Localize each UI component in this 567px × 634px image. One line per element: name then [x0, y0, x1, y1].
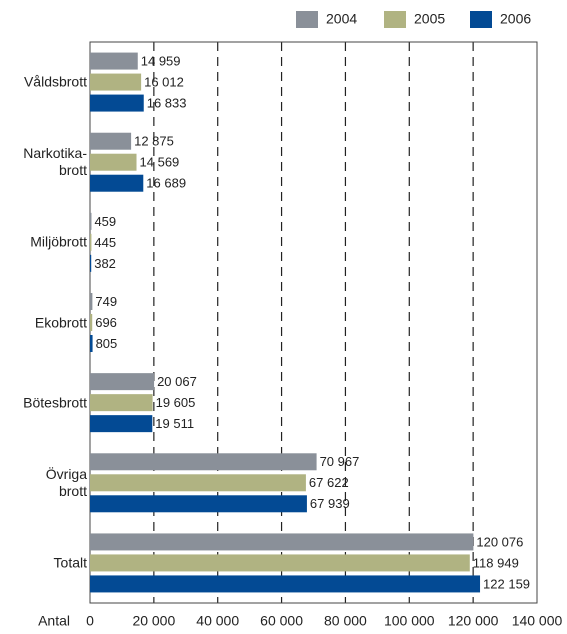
value-label: 122 159 — [483, 576, 530, 591]
y-tick-label: Bötesbrott — [23, 394, 87, 411]
bar — [90, 314, 93, 331]
bar — [90, 495, 307, 513]
y-tick-label: Narkotika- brott — [23, 145, 87, 179]
bar — [90, 575, 481, 593]
bar — [90, 474, 306, 492]
bar — [90, 153, 137, 171]
legend-label: 2005 — [414, 11, 445, 27]
value-label: 20 067 — [157, 374, 197, 389]
value-label: 14 959 — [141, 54, 181, 69]
x-tick-label: 120 000 — [448, 613, 499, 629]
value-label: 16 689 — [146, 176, 186, 191]
value-label: 19 605 — [156, 395, 196, 410]
x-tick-label: 40 000 — [196, 613, 239, 629]
bar — [90, 415, 153, 433]
value-label: 382 — [94, 256, 116, 271]
value-label: 805 — [96, 336, 118, 351]
value-label: 696 — [95, 315, 117, 330]
x-tick-label: 80 000 — [324, 613, 367, 629]
y-tick-label: Ekobrott — [34, 314, 87, 330]
x-tick-label: 140 000 — [512, 613, 563, 629]
legend-label: 2004 — [326, 11, 357, 27]
y-tick-label: Totalt — [53, 554, 87, 571]
bar — [90, 174, 144, 192]
value-label: 120 076 — [476, 534, 523, 549]
x-tick-label: 60 000 — [260, 613, 303, 629]
value-label: 12 875 — [134, 134, 174, 149]
value-label: 118 949 — [473, 555, 519, 570]
value-label: 445 — [94, 235, 116, 250]
bar — [90, 453, 317, 471]
bar — [90, 335, 93, 352]
bar — [90, 554, 470, 572]
legend-swatch — [384, 11, 406, 28]
x-tick-label: 20 000 — [132, 613, 175, 629]
bar — [90, 73, 142, 91]
value-label: 16 012 — [144, 75, 184, 90]
bar — [90, 394, 153, 412]
legend-label: 2006 — [500, 11, 531, 27]
bar — [90, 212, 92, 230]
y-tick-label: Våldsbrott — [23, 73, 87, 90]
bar — [90, 373, 155, 391]
bar — [90, 254, 92, 272]
value-label: 70 967 — [320, 454, 360, 469]
bar — [90, 52, 138, 70]
x-tick-label: 0 — [86, 613, 94, 629]
value-label: 67 939 — [310, 496, 350, 511]
bar — [90, 293, 93, 310]
bar — [90, 94, 144, 112]
x-tick-label: 100 000 — [384, 613, 435, 629]
value-label: 14 569 — [140, 155, 180, 170]
value-label: 749 — [95, 294, 117, 309]
bar — [90, 132, 132, 150]
value-label: 459 — [94, 214, 116, 229]
x-axis-label: Antal — [38, 613, 70, 629]
bar — [90, 233, 92, 251]
legend-swatch — [470, 11, 492, 28]
y-tick-label: Miljöbrott — [30, 233, 87, 250]
value-label: 67 622 — [309, 475, 349, 490]
bar — [90, 533, 474, 551]
plot-frame — [89, 41, 538, 604]
value-label: 19 511 — [155, 416, 194, 431]
y-tick-label: Övriga brott — [45, 465, 87, 499]
legend-swatch — [296, 11, 318, 28]
value-label: 16 833 — [147, 96, 187, 111]
